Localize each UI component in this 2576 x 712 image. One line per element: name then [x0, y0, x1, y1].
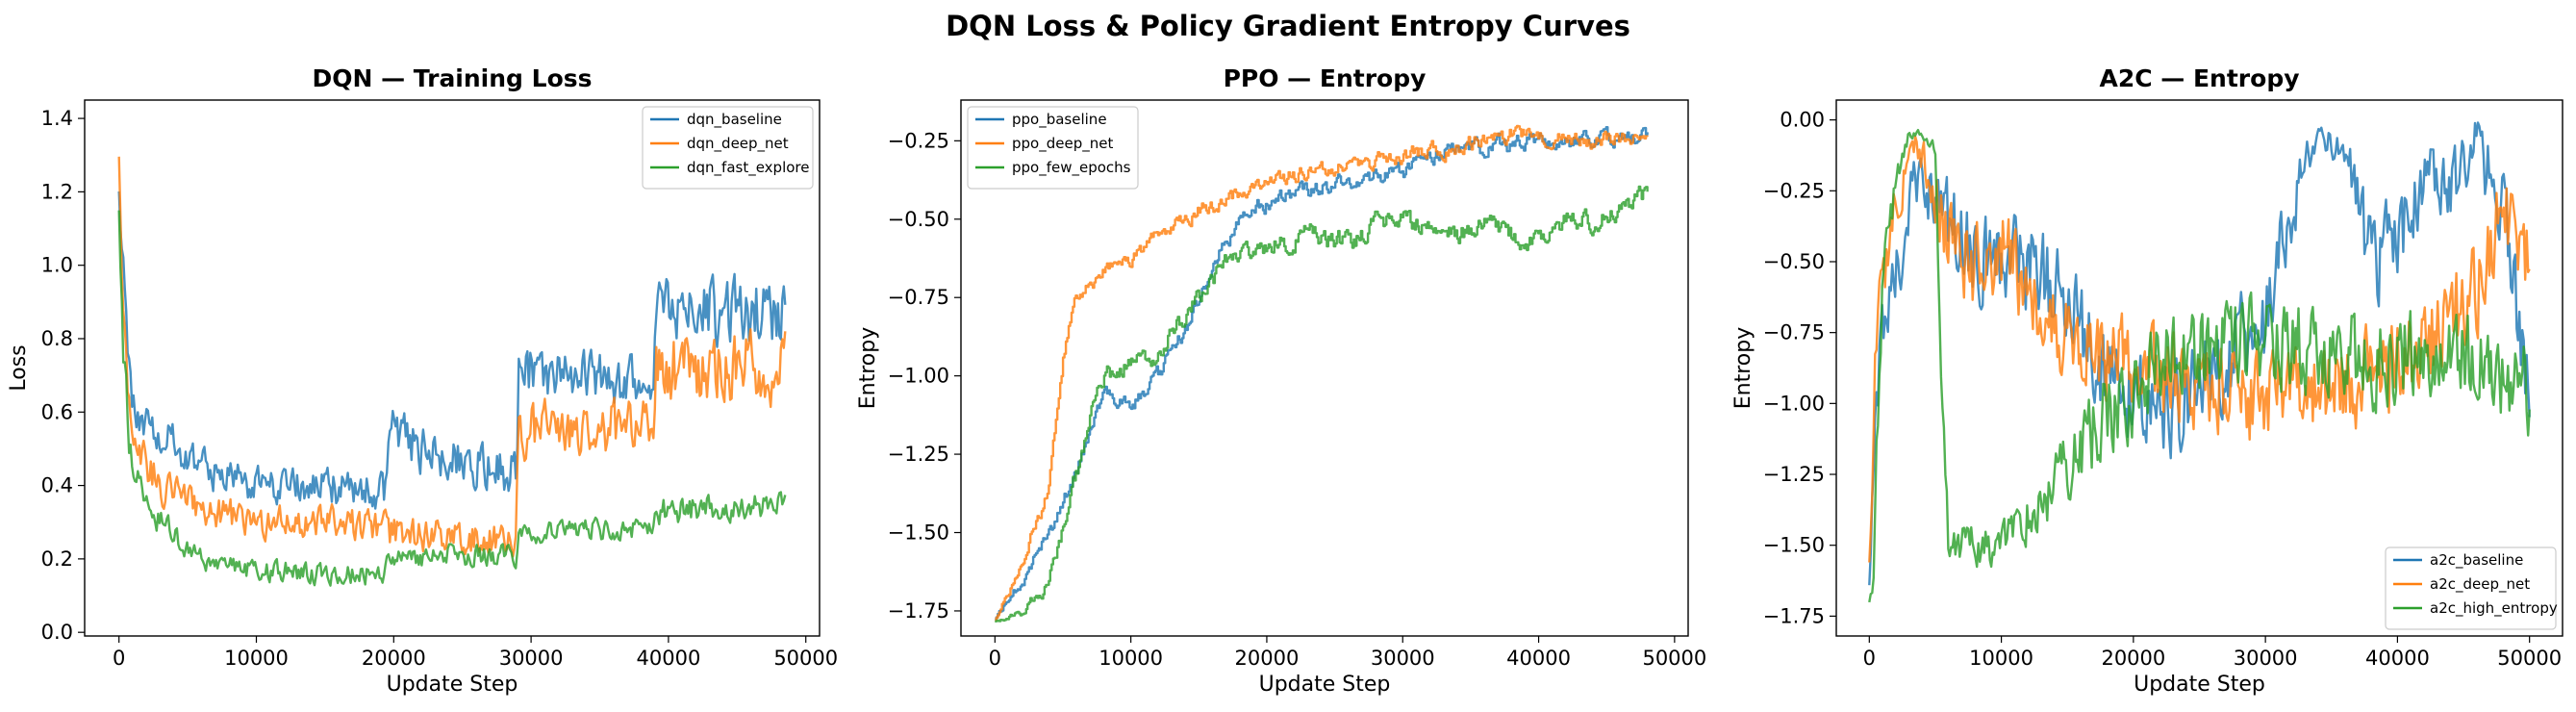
y-axis-label: Entropy	[1731, 327, 1755, 409]
y-tick-label: −0.25	[888, 129, 949, 152]
y-tick-label: −1.00	[888, 365, 949, 388]
panel-1: DQN — Training Loss 0 10000 20000 30000 40000…	[7, 64, 838, 697]
legend-entry: dqn_deep_net	[687, 135, 789, 153]
legend: a2c_baseline a2c_deep_net a2c_high_entropy	[2385, 547, 2558, 630]
y-tick-label: −0.50	[888, 208, 949, 231]
series-line-ppo_few_epochs	[995, 185, 1649, 623]
plot-frame	[84, 99, 821, 637]
y-axis-label: Entropy	[856, 327, 880, 409]
y-tick-label: −1.25	[888, 443, 949, 466]
x-tick-label: 50000	[2497, 647, 2562, 670]
x-tick-label: 10000	[224, 647, 289, 670]
series-line-a2c_high_entropy	[1868, 128, 2531, 603]
x-tick-label: 0	[113, 647, 125, 670]
x-axis-label: Update Step	[2134, 673, 2265, 697]
y-axis-label: Loss	[7, 344, 31, 391]
series-group	[117, 156, 787, 587]
x-tick-label: 30000	[1371, 647, 1435, 670]
y-tick-label: 0.00	[1780, 109, 1825, 132]
y-tick-label: −1.25	[1763, 463, 1825, 486]
x-tick-label: 40000	[2365, 647, 2430, 670]
legend-box	[2385, 547, 2557, 630]
figure-title: DQN Loss & Policy Gradient Entropy Curve…	[946, 10, 1630, 42]
legend-entry: a2c_high_entropy	[2430, 599, 2558, 618]
y-tick-label: −0.25	[1763, 179, 1825, 202]
y-tick-label: 1.0	[41, 254, 73, 277]
x-axis-label: Update Step	[1259, 673, 1391, 697]
x-tick-label: 0	[989, 647, 1001, 670]
legend-entry: dqn_baseline	[687, 111, 782, 129]
y-tick-label: 0.0	[41, 621, 73, 644]
x-tick-label: 30000	[499, 647, 564, 670]
series-line-dqn_deep_net	[117, 156, 787, 558]
y-tick-label: 0.4	[41, 474, 73, 497]
panel-title: DQN — Training Loss	[312, 64, 592, 92]
x-axis-label: Update Step	[387, 673, 518, 697]
x-tick-label: 10000	[1969, 647, 2033, 670]
panels: DQN — Training Loss 0 10000 20000 30000 40000…	[7, 64, 2563, 697]
legend-entry: ppo_deep_net	[1012, 135, 1113, 153]
plot-frame	[1835, 99, 2563, 637]
y-tick-label: 0.2	[41, 547, 73, 571]
x-tick-label: 40000	[637, 647, 701, 670]
y-tick-label: −1.50	[1763, 534, 1825, 557]
y-tick-label: −1.50	[888, 521, 949, 545]
x-tick-label: 20000	[1235, 647, 1300, 670]
panel-title: A2C — Entropy	[2099, 64, 2299, 92]
legend-entry: a2c_baseline	[2430, 551, 2523, 570]
x-tick-label: 40000	[1506, 647, 1571, 670]
series-line-dqn_fast_explore	[117, 210, 787, 587]
x-tick-label: 0	[1863, 647, 1876, 670]
y-tick-label: 1.2	[41, 180, 73, 203]
legend-entry: ppo_few_epochs	[1012, 159, 1131, 177]
series-group	[995, 124, 1649, 623]
legend: dqn_baseline dqn_deep_net dqn_fast_explore	[642, 106, 814, 190]
legend-entry: a2c_deep_net	[2430, 575, 2530, 594]
legend-entry: ppo_baseline	[1012, 111, 1107, 129]
series-line-dqn_baseline	[117, 191, 787, 510]
series-group	[1868, 121, 2531, 603]
y-tick-label: −1.75	[1763, 604, 1825, 627]
y-tick-label: −0.75	[888, 286, 949, 309]
panel-3: A2C — Entropy 0 10000 20000 30000 40000 50000 −…	[1731, 64, 2563, 697]
y-tick-label: −1.00	[1763, 392, 1825, 415]
x-tick-label: 10000	[1099, 647, 1163, 670]
x-tick-label: 50000	[773, 647, 838, 670]
y-tick-label: 1.4	[41, 107, 73, 130]
x-tick-label: 20000	[2101, 647, 2165, 670]
x-tick-label: 20000	[362, 647, 426, 670]
legend: ppo_baseline ppo_deep_net ppo_few_epochs	[967, 106, 1139, 190]
y-tick-label: −0.75	[1763, 321, 1825, 344]
x-tick-label: 30000	[2234, 647, 2298, 670]
legend-box	[967, 106, 1139, 190]
y-tick-label: −1.75	[888, 599, 949, 623]
series-line-ppo_deep_net	[995, 124, 1649, 622]
y-tick-label: 0.8	[41, 327, 73, 350]
y-tick-label: −0.50	[1763, 250, 1825, 273]
legend-entry: dqn_fast_explore	[687, 159, 810, 177]
x-tick-label: 50000	[1642, 647, 1706, 670]
panel-title: PPO — Entropy	[1224, 64, 1427, 92]
y-tick-label: 0.6	[41, 400, 73, 423]
panel-2: PPO — Entropy 0 10000 20000 30000 40000 50000 −…	[856, 64, 1706, 697]
legend-box	[642, 106, 814, 190]
plot-frame	[960, 99, 1689, 637]
